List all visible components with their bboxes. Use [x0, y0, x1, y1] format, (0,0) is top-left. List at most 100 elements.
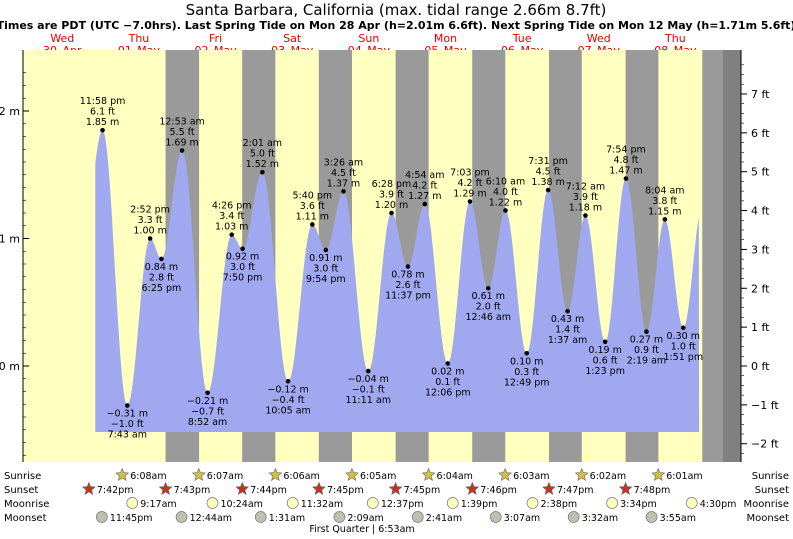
- astro-icon: [115, 467, 130, 481]
- astro-icon: [81, 481, 96, 495]
- extreme-label: 0.92 m: [226, 252, 259, 263]
- extreme-label: 2.6 ft: [395, 280, 420, 291]
- extreme-label: −0.21 m: [187, 396, 228, 407]
- right-tick-label: −1 ft: [751, 399, 779, 412]
- extreme-label: 0.84 m: [145, 262, 178, 273]
- extreme-label: 1.52 m: [246, 159, 279, 170]
- extreme-label: 1.29 m: [453, 189, 486, 200]
- extreme-label: 12:49 pm: [504, 377, 550, 388]
- extreme-label: 11:58 pm: [80, 96, 126, 107]
- day-name: Wed: [587, 32, 611, 45]
- extreme-label: 4.2 ft: [412, 181, 437, 192]
- sunset-time: 7:47pm: [557, 485, 594, 496]
- astro-icon: [446, 497, 459, 509]
- moonset-row-label-left: Moonset: [4, 513, 47, 524]
- chart-subtitle: Times are PDT (UTC −7.0hrs). Last Spring…: [0, 19, 793, 32]
- extreme-label: 3.9 ft: [573, 192, 598, 203]
- day-name: Tue: [512, 32, 532, 45]
- right-tick-label: 3 ft: [751, 243, 770, 256]
- extreme-label: −0.04 m: [348, 374, 389, 385]
- left-tick-label: 0 m: [0, 360, 20, 373]
- right-tick-label: 1 ft: [751, 321, 770, 334]
- extreme-label: 4:54 am: [405, 170, 444, 181]
- moonset-row-label-right: Moonset: [747, 513, 790, 524]
- extreme-label: 4:26 pm: [212, 201, 252, 212]
- moonrise-row-label-left: Moonrise: [4, 499, 49, 510]
- extreme-label: 12:06 pm: [425, 387, 471, 398]
- extreme-point: [583, 213, 588, 218]
- extreme-label: 4.0 ft: [493, 187, 518, 198]
- extreme-label: 1.37 m: [327, 178, 360, 189]
- extreme-label: 5:40 pm: [292, 190, 332, 201]
- moonrise-time: 11:32am: [301, 499, 343, 510]
- extreme-label: 7:43 am: [108, 430, 147, 441]
- moonset-time: 12:44am: [190, 513, 232, 524]
- astro-icon: [206, 497, 219, 509]
- right-tick-label: 5 ft: [751, 166, 770, 179]
- extreme-point: [623, 176, 629, 181]
- extreme-label: 0.6 ft: [593, 355, 618, 366]
- extreme-label: 2:52 pm: [130, 205, 170, 216]
- left-tick-label: 1 m: [0, 233, 20, 246]
- moonrise-time: 4:30pm: [700, 499, 737, 510]
- astro-icon: [618, 481, 633, 495]
- right-tick-label: −2 ft: [751, 438, 779, 451]
- extreme-point: [422, 201, 428, 207]
- moonset-time: 3:55am: [660, 513, 696, 524]
- extreme-label: 7:03 pm: [450, 168, 490, 179]
- left-tick-label: 2 m: [0, 105, 20, 118]
- extreme-label: 1.15 m: [648, 206, 681, 217]
- extreme-point: [285, 379, 291, 384]
- moonrise-time: 1:39pm: [461, 499, 498, 510]
- moonset-time: 2:41am: [426, 513, 462, 524]
- astro-icon: [489, 511, 502, 523]
- extreme-label: −1.0 ft: [111, 419, 144, 430]
- extreme-point: [159, 256, 164, 262]
- astro-icon: [126, 497, 139, 509]
- extreme-label: 1.03 m: [215, 222, 248, 233]
- sunrise-time: 6:03am: [513, 471, 549, 482]
- moonrise-row-label-right: Moonrise: [744, 499, 789, 510]
- extreme-label: 1.38 m: [531, 177, 564, 188]
- sunrise-time: 6:07am: [207, 471, 243, 482]
- extreme-label: 0.02 m: [431, 366, 464, 377]
- extreme-point: [310, 222, 315, 227]
- day-name: Fri: [209, 32, 222, 45]
- extreme-point: [503, 208, 508, 213]
- extreme-point: [389, 210, 394, 216]
- astro-icon: [411, 511, 424, 523]
- extreme-label: 4.5 ft: [536, 167, 561, 178]
- astro-icon: [333, 511, 346, 523]
- astro-icon: [498, 467, 513, 481]
- right-tick-label: 0 ft: [751, 360, 770, 373]
- extreme-point: [445, 361, 451, 366]
- extreme-label: 0.30 m: [667, 331, 700, 342]
- extreme-label: 1.00 m: [133, 226, 166, 237]
- astro-icon: [254, 511, 267, 523]
- astro-icon: [526, 497, 539, 509]
- extreme-point: [485, 285, 491, 291]
- sunrise-time: 6:08am: [130, 471, 166, 482]
- astro-icon: [286, 497, 299, 509]
- extreme-point: [179, 148, 185, 153]
- sunrise-time: 6:02am: [590, 471, 626, 482]
- extreme-point: [341, 189, 346, 194]
- extreme-label: 12:53 am: [159, 117, 204, 128]
- extreme-point: [680, 325, 686, 331]
- right-tick-label: 4 ft: [751, 205, 770, 218]
- astro-icon: [685, 497, 698, 509]
- right-tick-label: 7 ft: [751, 88, 770, 101]
- extreme-label: 0.27 m: [630, 335, 663, 346]
- astro-icon: [542, 481, 556, 495]
- extreme-label: 5.5 ft: [170, 127, 195, 138]
- extreme-label: 6.1 ft: [90, 107, 115, 118]
- day-name: Thu: [664, 32, 686, 45]
- moonset-time: 3:07am: [504, 513, 540, 524]
- extreme-label: −0.1 ft: [352, 385, 385, 396]
- extreme-label: 0.91 m: [309, 253, 342, 264]
- moonset-time: 3:32am: [582, 513, 618, 524]
- extreme-point: [602, 339, 608, 345]
- extreme-label: 1.47 m: [609, 166, 642, 177]
- extreme-label: 3.8 ft: [652, 196, 677, 207]
- extreme-label: 0.9 ft: [634, 345, 659, 356]
